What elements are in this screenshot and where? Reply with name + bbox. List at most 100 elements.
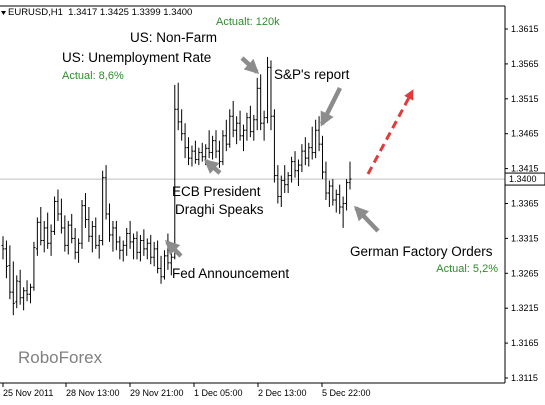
ohlc-bar <box>283 165 287 194</box>
ohlc-bar <box>145 238 149 260</box>
ohlc-bar <box>138 234 142 262</box>
ohlc-bar <box>314 119 318 159</box>
ohlc-bar <box>46 212 50 249</box>
roboforex-watermark: RoboForex <box>18 348 103 367</box>
ohlc-bar <box>303 137 307 166</box>
ohlc-bar <box>156 240 160 274</box>
ohlc-bar <box>211 135 215 160</box>
ohlc-bar <box>121 240 125 262</box>
ohlc-bar <box>94 217 98 249</box>
ohlc-bar <box>111 220 115 252</box>
ohlc-bar <box>11 261 15 316</box>
ohlc-bar <box>248 105 252 138</box>
ohlc-bar <box>18 269 22 305</box>
ohlc-bar <box>32 241 36 291</box>
ohlc-bar <box>53 196 57 235</box>
ohlc-bar <box>101 170 105 246</box>
ohlc-bar <box>83 193 87 228</box>
price-axis-label: 1.3365 <box>511 199 539 209</box>
ohlc-bar <box>166 233 170 270</box>
annotation-arrows <box>164 56 380 258</box>
ohlc-bar <box>49 224 53 256</box>
current-price-label: 1.3400 <box>509 174 537 184</box>
fed-label: Fed Announcement <box>172 266 289 281</box>
ohlc-bar <box>255 77 259 131</box>
time-axis-label: 5 Dec 22:00 <box>322 388 371 398</box>
ohlc-bar <box>70 213 74 244</box>
unemployment-actual: Actual: 8,6% <box>62 70 124 82</box>
ohlc-bar <box>338 184 342 214</box>
forecast-arrow <box>366 89 414 175</box>
ohlc-bar <box>197 147 201 166</box>
ohlc-bar <box>4 240 8 279</box>
ohlc-bar <box>108 203 112 242</box>
current-price-label-box <box>504 172 545 186</box>
ohlc-bar <box>331 179 335 206</box>
ohlc-bar <box>345 179 349 211</box>
ohlc-bar <box>286 172 290 194</box>
price-axis-label: 1.3465 <box>511 129 539 139</box>
ohlc-bar <box>300 144 304 173</box>
ohlc-bar <box>224 119 228 152</box>
ohlc-bar <box>183 123 187 159</box>
ohlc-bar <box>334 189 338 213</box>
ohlc-bar <box>327 180 331 207</box>
price-axis-label: 1.3265 <box>511 268 539 278</box>
ohlc-bar <box>187 137 191 166</box>
ohlc-bar <box>228 109 232 148</box>
ohlc-bar <box>35 217 39 256</box>
ohlc-bar <box>341 196 345 228</box>
price-axis-label: 1.3515 <box>511 94 539 104</box>
ohlc-bar <box>207 130 211 159</box>
price-axis-label: 1.3215 <box>511 303 539 313</box>
ohlc-bar <box>142 229 146 256</box>
ohlc-bar <box>80 200 84 249</box>
ohlc-bar <box>25 280 29 302</box>
german-orders-actual: Actual: 5,2% <box>436 263 498 275</box>
ohlc-bar <box>193 140 197 164</box>
ohlc-bar <box>152 241 156 267</box>
ohlc-bar <box>296 159 300 187</box>
german-orders-label: German Factory Orders <box>350 244 493 259</box>
ohlc-bar <box>176 82 180 131</box>
ohlc-bar <box>39 206 43 246</box>
ohlc-bar <box>238 110 242 141</box>
price-axis-label: 1.3115 <box>511 373 538 383</box>
ohlc-bar <box>87 206 91 242</box>
ohlc-bar <box>200 142 204 162</box>
symbol-header-icon <box>1 11 6 15</box>
forecast-arrow-shaft <box>366 89 414 175</box>
ohlc-bar <box>15 275 19 309</box>
ohlc-bar <box>348 161 352 190</box>
time-axis: 25 Nov 2011 28 Nov 13:00 29 Nov 21:00 1 Dec… <box>2 383 371 398</box>
ohlc-bars <box>1 56 352 316</box>
ohlc-bar <box>324 161 328 201</box>
ohlc-bar <box>214 130 218 159</box>
time-axis-label: 28 Nov 13:00 <box>66 388 120 398</box>
price-axis: 1.3615 1.3565 1.3515 1.3465 1.3415 1.3365 1.33… <box>505 24 539 383</box>
fed-arrow <box>164 239 183 258</box>
ohlc-bar <box>310 126 314 160</box>
nonfarm-arrow <box>240 56 260 74</box>
ohlc-bar <box>252 114 256 141</box>
ohlc-bar <box>8 245 12 300</box>
symbol-header: EURUSD,H1 1.3417 1.3425 1.3399 1.3400 <box>8 7 192 18</box>
ohlc-bar <box>159 255 163 284</box>
ecb-label-line1: ECB President <box>172 184 261 199</box>
ohlc-bar <box>149 234 153 265</box>
ohlc-bar <box>245 112 249 141</box>
ohlc-bar <box>266 56 270 124</box>
german-orders-arrow <box>354 205 380 233</box>
ohlc-bar <box>217 140 221 168</box>
ohlc-bar <box>290 156 294 183</box>
ohlc-bar <box>241 124 245 152</box>
ohlc-bar <box>262 110 266 141</box>
ohlc-bar <box>59 198 63 234</box>
ohlc-bar <box>132 233 136 260</box>
price-axis-label: 1.3165 <box>511 338 539 348</box>
ohlc-bar <box>276 165 280 204</box>
ohlc-bar <box>104 165 108 220</box>
ohlc-bar <box>162 250 166 280</box>
ohlc-bar <box>272 109 276 183</box>
